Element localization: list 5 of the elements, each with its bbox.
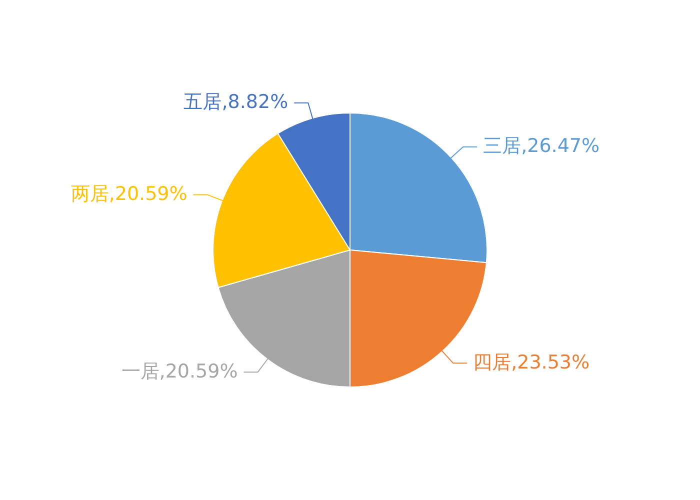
slice-label: 四居,23.53%	[473, 351, 590, 374]
slice-label: 一居,20.59%	[121, 360, 238, 382]
slice-label: 五居,8.82%	[184, 91, 288, 114]
slice-label: 两居,20.59%	[70, 182, 188, 205]
slice-label: 三居,26.47%	[483, 135, 600, 158]
